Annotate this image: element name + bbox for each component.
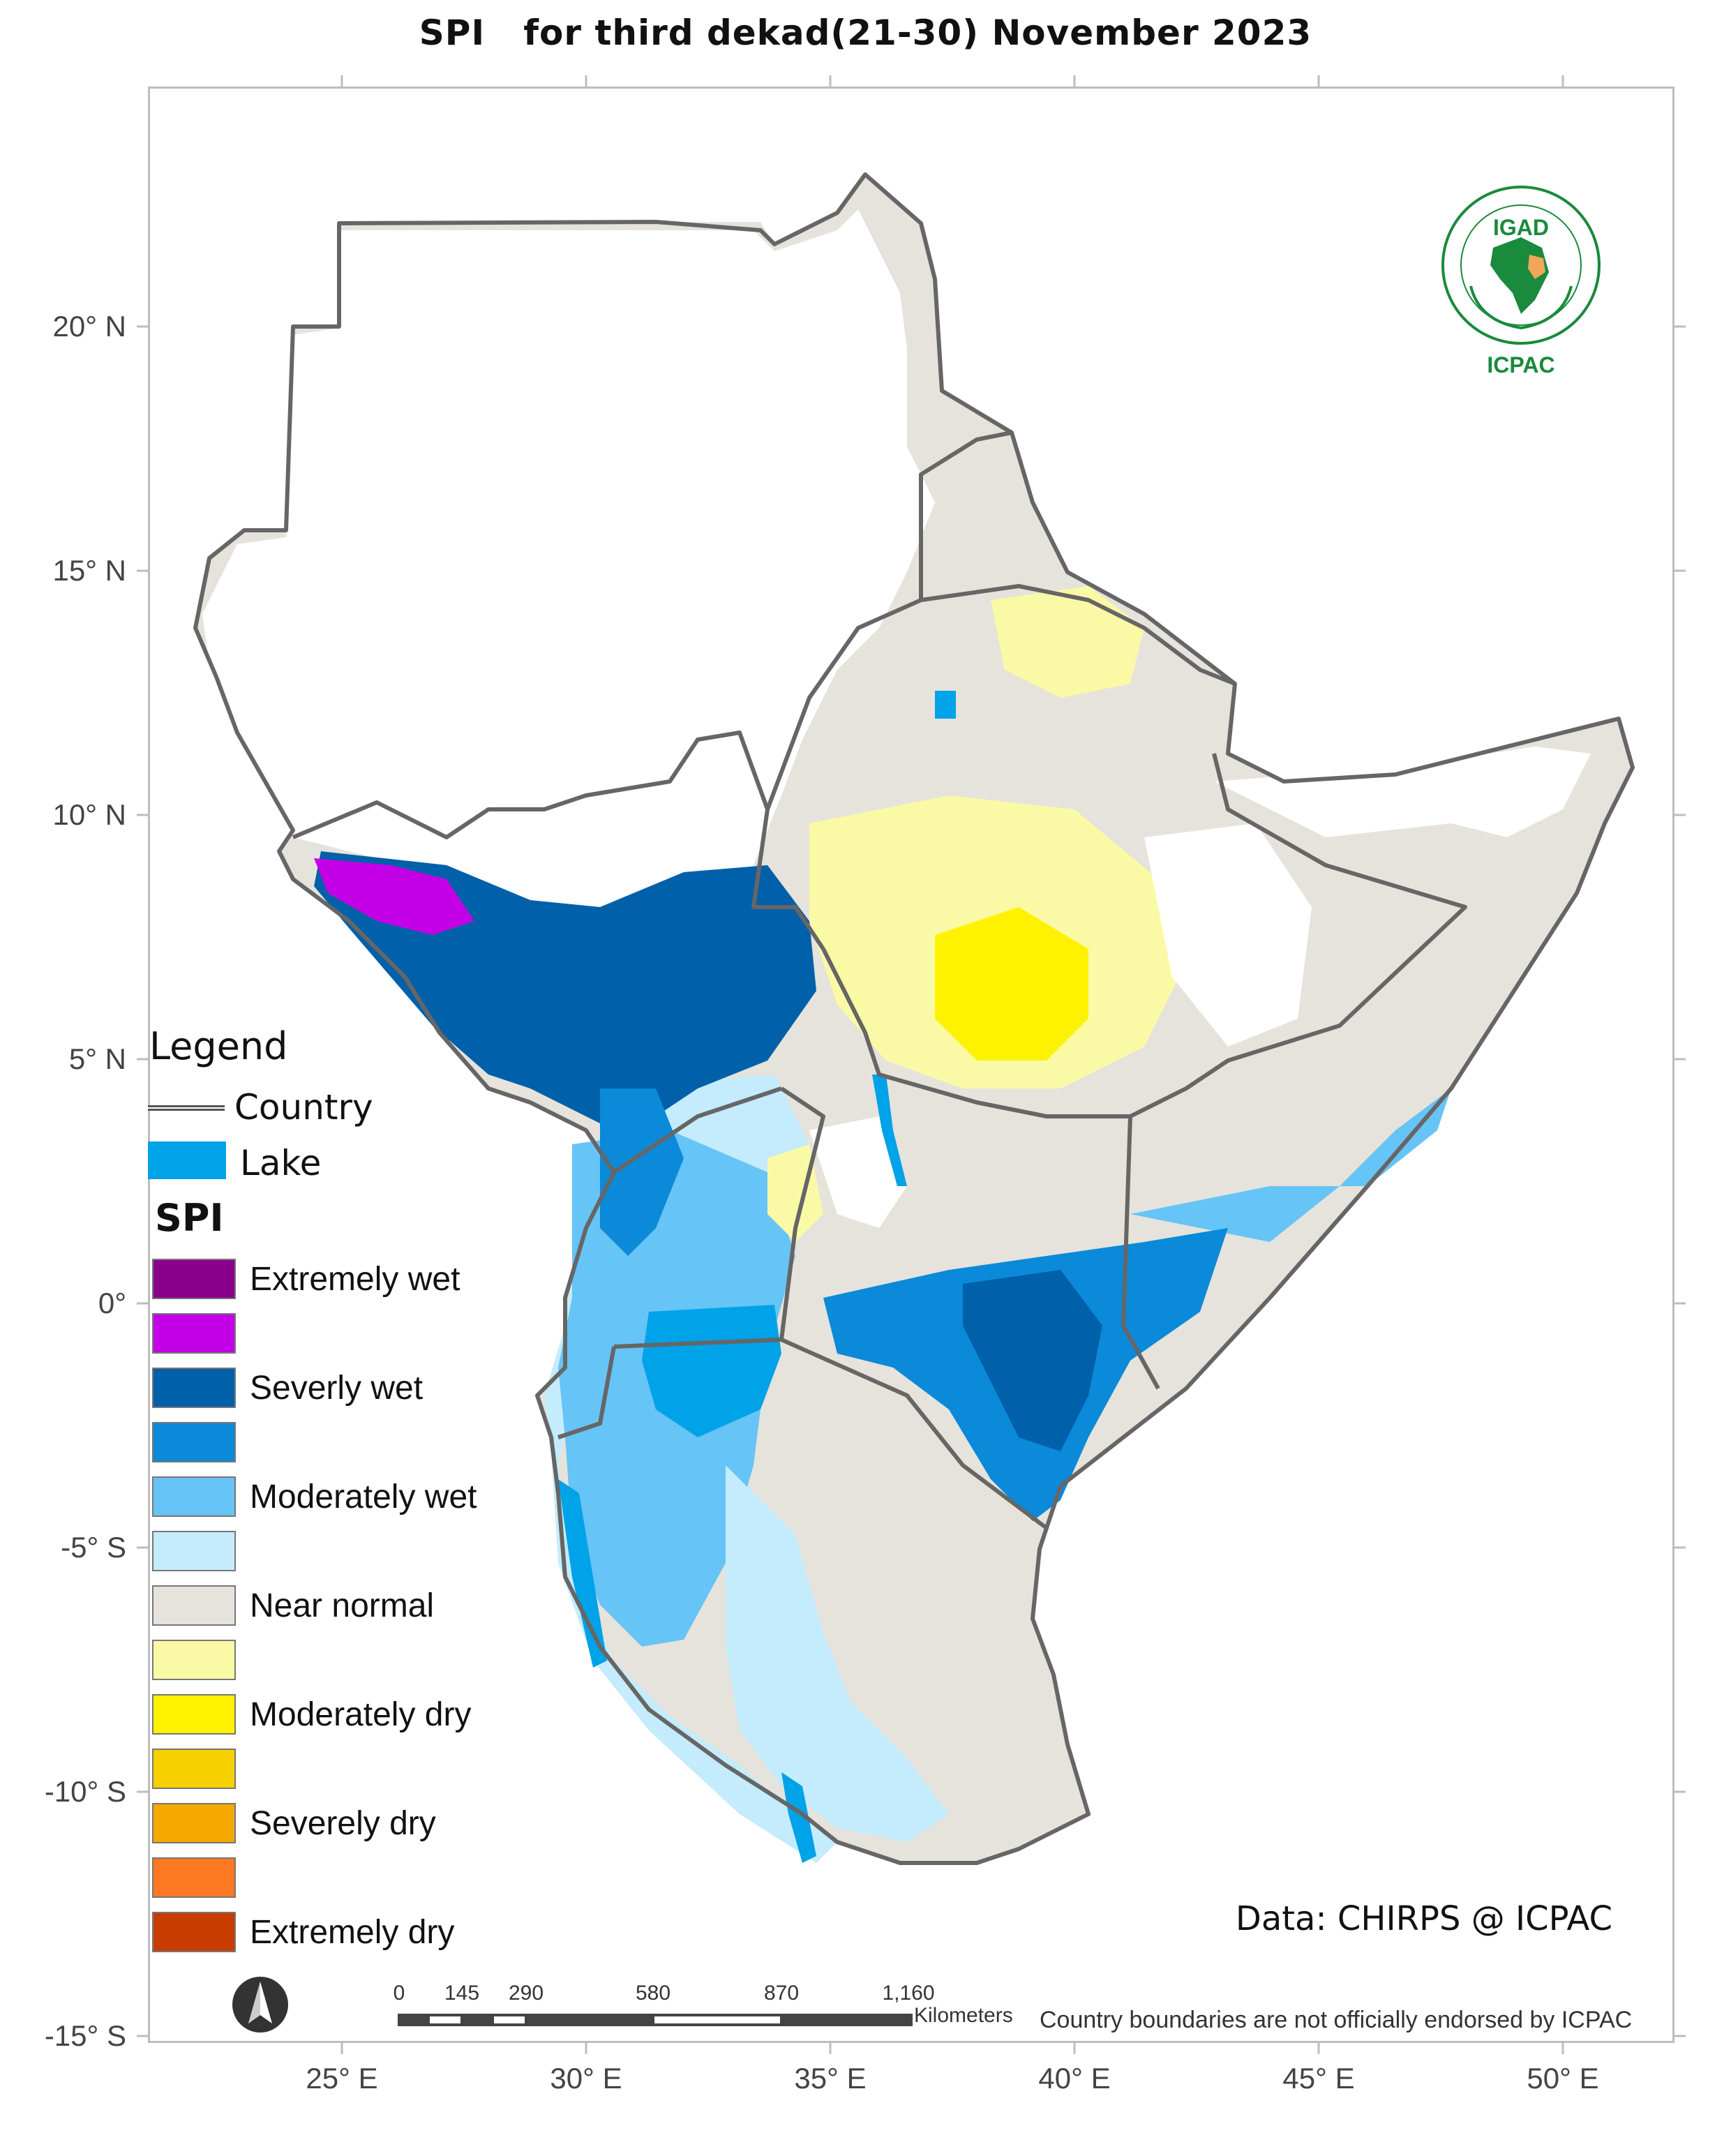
map-ticks	[137, 75, 1686, 2054]
spi-swatch-2	[152, 1368, 236, 1408]
spi-swatch-10	[152, 1803, 236, 1843]
border-kenya-tanzania	[780, 1338, 1048, 1530]
lon-label-30e: 30° E	[550, 2062, 622, 2095]
spi-swatch-3	[152, 1422, 236, 1462]
lon-label-45e: 45° E	[1282, 2062, 1355, 2095]
border-ethiopia-somalia	[1129, 753, 1467, 1118]
border-outer	[193, 172, 1635, 1865]
spi-swatch-1	[152, 1313, 236, 1354]
legend-title: Legend	[149, 1024, 288, 1068]
scale-label-1160: 1,160	[882, 1982, 935, 2005]
legend-lake-label: Lake	[240, 1143, 322, 1183]
spi-swatch-9	[152, 1749, 236, 1789]
spi-swatch-0	[152, 1259, 236, 1299]
spi-swatch-8	[152, 1694, 236, 1735]
scale-bar-graphic	[398, 2014, 913, 2026]
spi-light-wet-tanzania	[726, 1465, 949, 1842]
border-sudan-south-sudan	[292, 731, 825, 950]
lat-label-0: 0°	[98, 1287, 126, 1319]
spi-extremely-wet-west	[314, 858, 474, 935]
nodata-somalia-north	[1214, 747, 1591, 837]
border-kenya-somalia	[1121, 1116, 1160, 1390]
border-ethiopia-eritrea	[920, 584, 1236, 686]
spi-wet-lake-victoria	[642, 1305, 781, 1437]
country-borders	[193, 172, 1635, 1865]
spi-wet-west-blue	[600, 1088, 684, 1256]
border-uganda	[613, 1086, 825, 1349]
legend-country-label: Country	[234, 1087, 373, 1128]
spi-dry-light-east	[991, 586, 1144, 698]
spi-swatch-12	[152, 1912, 236, 1952]
map-frame	[148, 87, 1674, 2043]
spi-label-12: Extremely dry	[250, 1914, 455, 1951]
spi-label-2: Severly wet	[250, 1370, 424, 1407]
map-title: SPI for third dekad(21-30) November 2023	[419, 13, 1312, 53]
scale-label-870: 870	[763, 1982, 800, 2005]
country-symbol	[148, 1105, 225, 1111]
lake-malawi	[781, 1772, 816, 1863]
logo-bottom-text: ICPAC	[1487, 352, 1555, 377]
lon-label-50e: 50° E	[1527, 2062, 1599, 2095]
nodata-sudan	[202, 209, 935, 977]
lat-label-10n: 10° N	[52, 798, 126, 831]
spi-moderately-dry-ethiopia	[935, 907, 1088, 1061]
nodata-turkana	[809, 1116, 907, 1228]
lon-label-35e: 35° E	[794, 2062, 867, 2095]
lakes	[558, 691, 956, 1863]
lat-label-15n: 15° N	[52, 554, 126, 587]
scale-units: Kilometers	[914, 2004, 1013, 2027]
north-arrow-icon	[230, 1975, 290, 2035]
spi-heading: SPI	[155, 1196, 224, 1240]
spi-moderately-wet-east	[1130, 1088, 1451, 1242]
lake-turkana	[872, 1075, 907, 1186]
scale-label-290: 290	[508, 1982, 544, 2005]
spi-swatch-6	[152, 1585, 236, 1626]
icpac-logo: IGAD ICPAC	[1437, 181, 1605, 384]
spi-swatch-11	[152, 1857, 236, 1898]
spi-severe-wet-kenya	[963, 1270, 1102, 1451]
scale-label-0: 0	[393, 1982, 405, 2005]
spi-label-6: Near normal	[250, 1587, 435, 1624]
igad-emblem-icon	[1441, 186, 1601, 345]
logo-top-text: IGAD	[1493, 215, 1549, 240]
border-ethiopia-kenya-ss	[821, 948, 1130, 1118]
data-credit: Data: CHIRPS @ ICPAC	[1235, 1899, 1612, 1938]
border-drc-uganda	[613, 1086, 782, 1174]
disclaimer: Country boundaries are not officially en…	[1040, 2007, 1633, 2033]
lake-tana	[935, 691, 956, 719]
spi-swatch-7	[152, 1640, 236, 1680]
border-rwanda-burundi	[557, 1346, 616, 1439]
lat-label-5n: 5° N	[68, 1042, 126, 1075]
spi-label-0: Extremely wet	[250, 1261, 460, 1298]
lake-symbol	[148, 1141, 226, 1179]
spi-swatch-4	[152, 1476, 236, 1517]
lon-label-40e: 40° E	[1038, 2062, 1111, 2095]
spi-label-8: Moderately dry	[250, 1696, 472, 1733]
nodata-ogaden	[1144, 823, 1312, 1047]
lat-label-5s: -5° S	[61, 1531, 126, 1564]
lat-label-15s: -15° S	[44, 2019, 126, 2052]
spi-label-4: Moderately wet	[250, 1478, 477, 1515]
lon-label-25e: 25° E	[306, 2062, 378, 2095]
scale-bar: 0 145 290 580 870 1,160	[391, 1982, 1061, 2044]
spi-swatch-5	[152, 1531, 236, 1571]
scale-label-145: 145	[444, 1982, 480, 2005]
lat-label-10s: -10° S	[44, 1775, 126, 1808]
scale-label-580: 580	[635, 1982, 671, 2005]
lake-tanganyika	[558, 1479, 607, 1668]
lat-label-20n: 20° N	[52, 310, 126, 343]
spi-label-10: Severely dry	[250, 1805, 436, 1842]
